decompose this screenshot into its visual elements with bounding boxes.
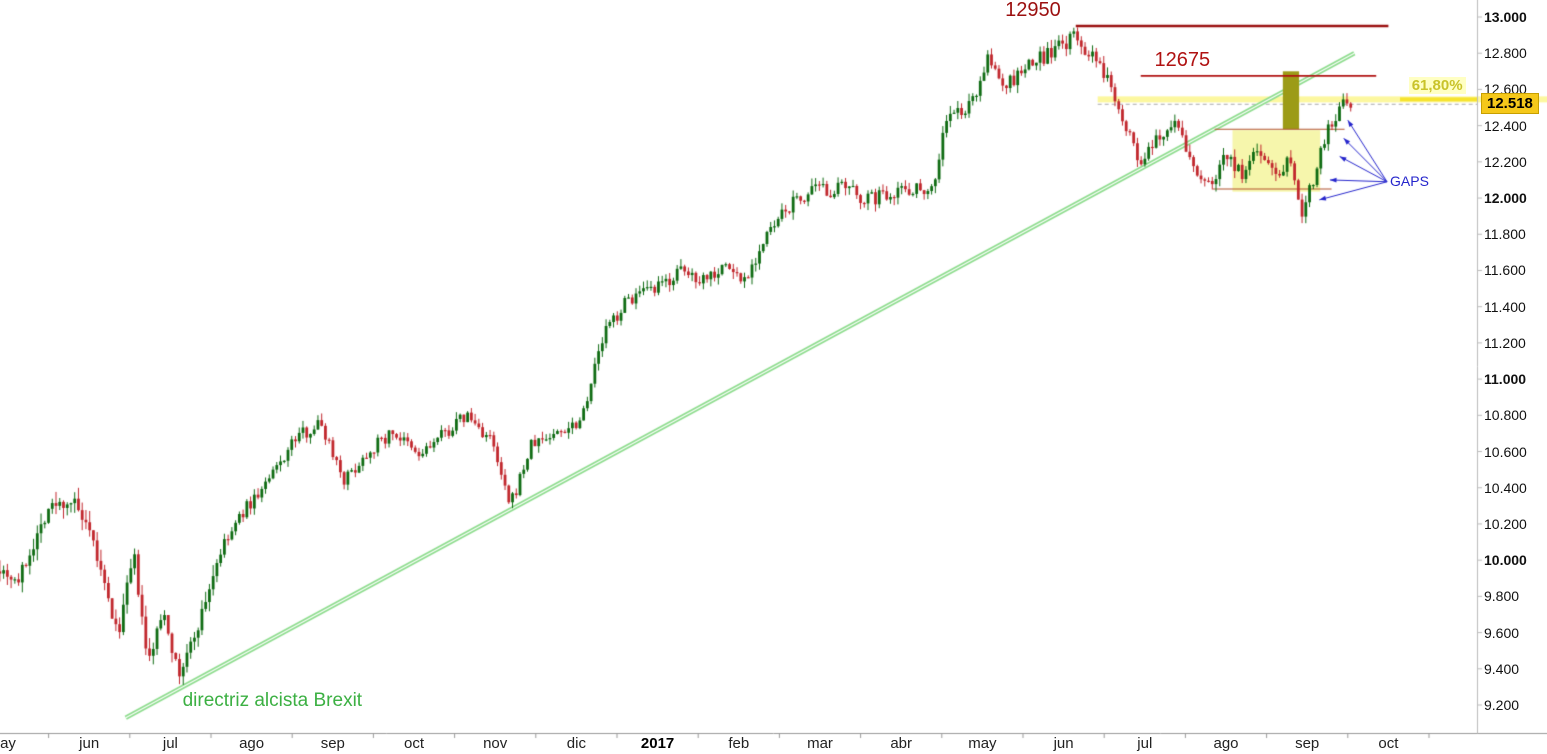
x-axis-label: ago — [239, 735, 265, 752]
x-axis-label: oct — [403, 735, 425, 752]
fibonacci-retracement-label: 61,80% — [1408, 77, 1466, 95]
y-axis-label: 12.000 — [1484, 190, 1527, 207]
y-axis-label: 10.600 — [1484, 443, 1527, 460]
x-axis-label: jun — [79, 735, 100, 752]
x-axis-label: jun — [1053, 735, 1074, 752]
y-axis-label: 12.200 — [1484, 153, 1527, 170]
x-axis-label: sep — [320, 735, 345, 752]
y-axis-label: 10.400 — [1484, 479, 1527, 496]
y-axis-label: 11.000 — [1484, 371, 1527, 388]
resistance-level-label-12675: 12675 — [1154, 48, 1211, 71]
x-axis-label: sep — [1295, 735, 1320, 752]
y-axis-label: 11.800 — [1484, 226, 1526, 243]
y-axis-label: 11.600 — [1484, 262, 1526, 279]
x-axis-label: jul — [1137, 735, 1153, 752]
y-axis-label: 9.800 — [1484, 588, 1520, 605]
y-axis-label: 9.200 — [1484, 697, 1520, 713]
y-axis-label: 10.800 — [1484, 407, 1527, 424]
y-axis-label: 9.600 — [1484, 624, 1520, 641]
x-axis-label: 2017 — [640, 735, 675, 752]
x-axis-label: ago — [1213, 735, 1239, 752]
x-axis-label: may — [968, 735, 997, 752]
gaps-annotation-label: GAPS — [1390, 172, 1429, 189]
y-axis-label: 10.000 — [1484, 552, 1527, 569]
x-axis-label: abr — [890, 735, 913, 752]
last-price-badge: 12.518 — [1481, 93, 1539, 115]
x-axis-label: jul — [162, 735, 178, 752]
y-axis-label: 9.400 — [1484, 660, 1520, 677]
y-axis-label: 13.000 — [1484, 9, 1527, 25]
x-axis-label: dic — [566, 735, 586, 752]
y-axis-label: 12.400 — [1484, 117, 1527, 134]
y-axis-label: 10.200 — [1484, 515, 1527, 532]
x-axis-label: ay — [0, 735, 16, 752]
x-axis-label: mar — [807, 735, 833, 752]
x-axis-label: oct — [1378, 735, 1399, 752]
y-axis-label: 11.200 — [1484, 334, 1526, 351]
y-axis-label: 11.400 — [1484, 298, 1526, 315]
y-axis-label: 12.800 — [1484, 45, 1527, 62]
trendline-label: directriz alcista Brexit — [182, 690, 363, 712]
x-axis-label: nov — [483, 735, 508, 752]
x-axis-label: feb — [728, 735, 750, 752]
resistance-level-label-12950: 12950 — [1005, 0, 1061, 22]
